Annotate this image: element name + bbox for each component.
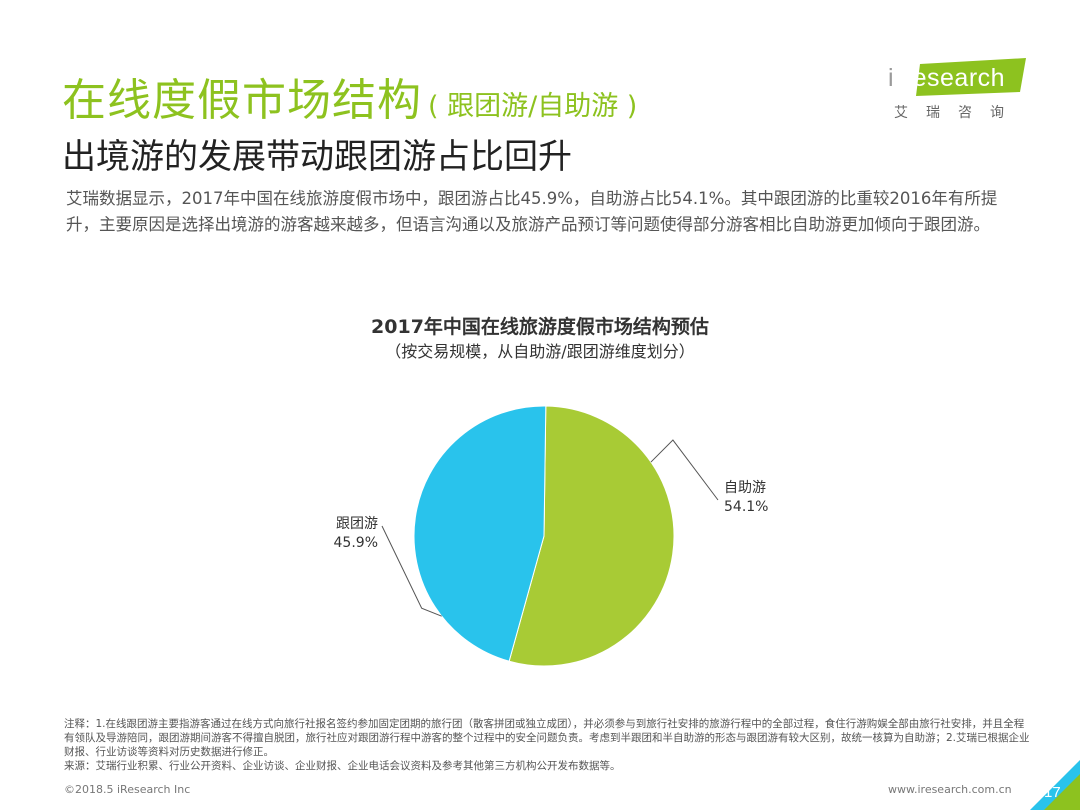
source-text: 来源：艾瑞行业积累、行业公开资料、企业访谈、企业财报、企业电话会议资料及参考其他… xyxy=(64,760,621,772)
leader-line-1 xyxy=(650,439,719,501)
pie-slice-1 xyxy=(508,405,675,667)
notes: 注释：1.在线跟团游主要指游客通过在线方式向旅行社报名签约参加固定团期的旅行团（… xyxy=(64,717,1034,773)
page-title: 在线度假市场结构 xyxy=(62,75,422,126)
summary-text: 艾瑞数据显示，2017年中国在线旅游度假市场中，跟团游占比45.9%，自助游占比… xyxy=(66,189,998,234)
leader-line-2 xyxy=(381,525,442,617)
website: www.iresearch.com.cn xyxy=(888,783,1012,796)
page-corner-icon xyxy=(1030,760,1080,810)
logo-mark: i xyxy=(888,64,895,92)
logo-cn: 艾瑞咨询 xyxy=(894,105,1022,121)
logo-text: Research xyxy=(894,64,1006,92)
chart-subtitle: （按交易规模，从自助游/跟团游维度划分） xyxy=(385,342,695,361)
slice-value-1: 54.1% xyxy=(724,499,768,515)
page-title-row: 在线度假市场结构( 跟团游/自助游 ) xyxy=(62,64,637,128)
pie-slice-2 xyxy=(413,405,547,662)
copyright: ©2018.5 iResearch Inc xyxy=(64,783,191,796)
pie-chart: 自助游 54.1% 跟团游 45.9% xyxy=(334,405,768,667)
page-subtitle: 出境游的发展带动跟团游占比回升 xyxy=(62,137,572,177)
page-title-paren: ( 跟团游/自助游 ) xyxy=(428,91,638,122)
logo-badge-icon xyxy=(916,58,1026,96)
note-text: 注释：1.在线跟团游主要指游客通过在线方式向旅行社报名签约参加固定团期的旅行团（… xyxy=(64,718,1030,758)
iresearch-logo: iResearch 艾瑞咨询 xyxy=(886,58,1036,124)
slice-value-2: 45.9% xyxy=(334,535,378,551)
slice-name-1: 自助游 xyxy=(724,480,766,496)
chart-title: 2017年中国在线旅游度假市场结构预估 xyxy=(371,316,709,338)
slice-name-2: 跟团游 xyxy=(336,516,378,532)
page-number: 17 xyxy=(1044,784,1061,801)
